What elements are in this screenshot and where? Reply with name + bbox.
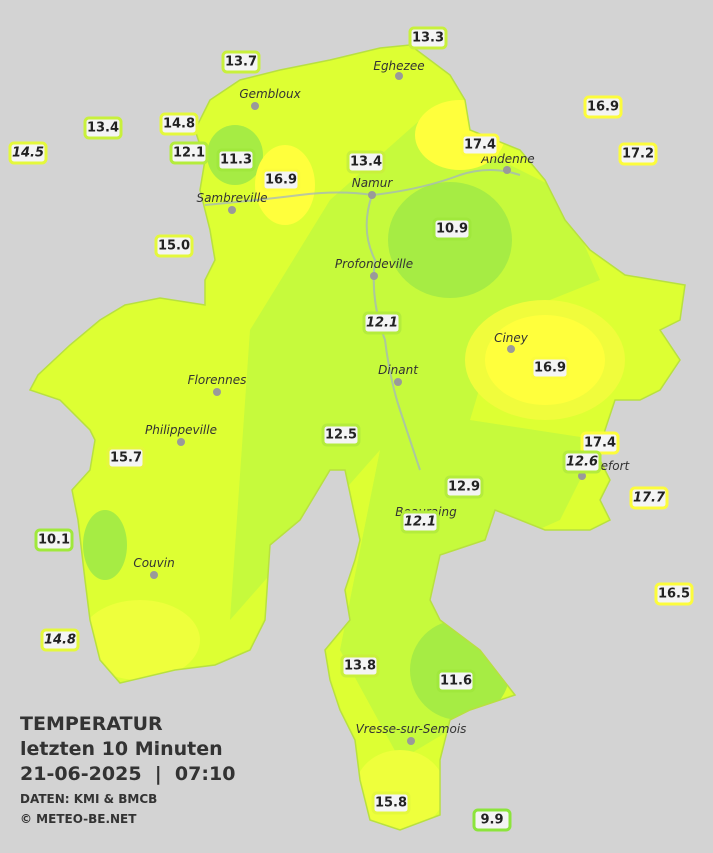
station-box [432, 217, 472, 241]
city-name: Philippeville [145, 423, 217, 437]
station-box [321, 423, 361, 447]
station-temp: 14.5 [12, 146, 44, 161]
station-temp: 12.9 [448, 480, 480, 495]
city-name: Sambreville [196, 191, 267, 205]
station-temp: 15.7 [110, 451, 142, 466]
city-dot [213, 388, 221, 396]
station-temp: 16.9 [587, 100, 619, 115]
station-box [472, 808, 512, 832]
city-name: Couvin [133, 556, 174, 570]
copyright: © METEO-BE.NET [20, 812, 137, 826]
station-temp: 15.0 [158, 239, 190, 254]
station-box [583, 95, 623, 119]
station-temp: 11.3 [220, 153, 252, 168]
city-dot [395, 72, 403, 80]
station-box [562, 450, 602, 474]
station-temp: 12.1 [366, 316, 398, 331]
station-box [154, 234, 194, 258]
station-box [371, 791, 411, 815]
station-box [216, 148, 256, 172]
station-box [159, 112, 199, 136]
station-temp: 10.1 [38, 533, 70, 548]
city-name: Profondeville [335, 257, 413, 271]
city-name: Vresse-sur-Semois [356, 722, 467, 736]
station-temp: 16.5 [658, 587, 690, 602]
city-dot [507, 345, 515, 353]
city-name: Namur [352, 176, 394, 190]
city-dot [368, 191, 376, 199]
station-temp: 12.1 [173, 146, 205, 161]
station-box [654, 582, 694, 606]
station-temp: 17.4 [584, 436, 616, 451]
city-dot [503, 166, 511, 174]
station-temp: 12.1 [404, 515, 436, 530]
station-box [83, 116, 123, 140]
station-temp: 12.5 [325, 428, 357, 443]
station-box [530, 356, 570, 380]
station-box [460, 133, 500, 157]
station-box [40, 628, 80, 652]
station-temp: 16.9 [534, 361, 566, 376]
city-dot [370, 272, 378, 280]
station-temp: 15.8 [375, 796, 407, 811]
legend-block: TEMPERATUR letzten 10 Minuten 21-06-2025… [20, 713, 235, 826]
station-box [221, 50, 261, 74]
source: DATEN: KMI & BMCB [20, 792, 157, 806]
station-temp: 10.9 [436, 222, 468, 237]
station-box [618, 142, 658, 166]
city-dot [578, 472, 586, 480]
station-box [436, 669, 476, 693]
city-dot [394, 378, 402, 386]
station-temp: 17.7 [633, 491, 666, 506]
station-box [362, 311, 402, 335]
subtitle: letzten 10 Minuten [20, 738, 223, 760]
station-temp: 11.6 [440, 674, 472, 689]
station-box [106, 446, 146, 470]
station-temp: 17.2 [622, 147, 654, 162]
station-box [629, 486, 669, 510]
station-temp: 13.4 [87, 121, 119, 136]
station-box [340, 654, 380, 678]
station-temp: 13.7 [225, 55, 257, 70]
city-dot [228, 206, 236, 214]
station-box [400, 510, 440, 534]
city-name: Eghezee [373, 59, 424, 73]
city-dot [407, 737, 415, 745]
station-temp: 13.8 [344, 659, 376, 674]
city-dot [251, 102, 259, 110]
station-box [444, 475, 484, 499]
station-temp: 14.8 [163, 117, 195, 132]
station-box [346, 150, 386, 174]
station-box [8, 141, 48, 165]
station-temp: 17.4 [464, 138, 496, 153]
station-box [261, 168, 301, 192]
city-name: Gembloux [239, 87, 301, 101]
station-box [169, 141, 209, 165]
station-temp: 14.8 [44, 633, 76, 648]
city-name: Ciney [494, 331, 529, 345]
station-temp: 13.4 [350, 155, 382, 170]
city-name: Florennes [188, 373, 247, 387]
datetime: 21-06-2025 | 07:10 [20, 763, 235, 785]
city-name: Dinant [378, 363, 419, 377]
station-temp: 16.9 [265, 173, 297, 188]
city-dot [150, 571, 158, 579]
station-box [34, 528, 74, 552]
station-temp: 13.3 [412, 31, 444, 46]
city-dot [177, 438, 185, 446]
station-box [408, 26, 448, 50]
title: TEMPERATUR [20, 713, 163, 735]
station-temp: 9.9 [480, 813, 503, 828]
station-temp: 12.6 [566, 455, 598, 470]
